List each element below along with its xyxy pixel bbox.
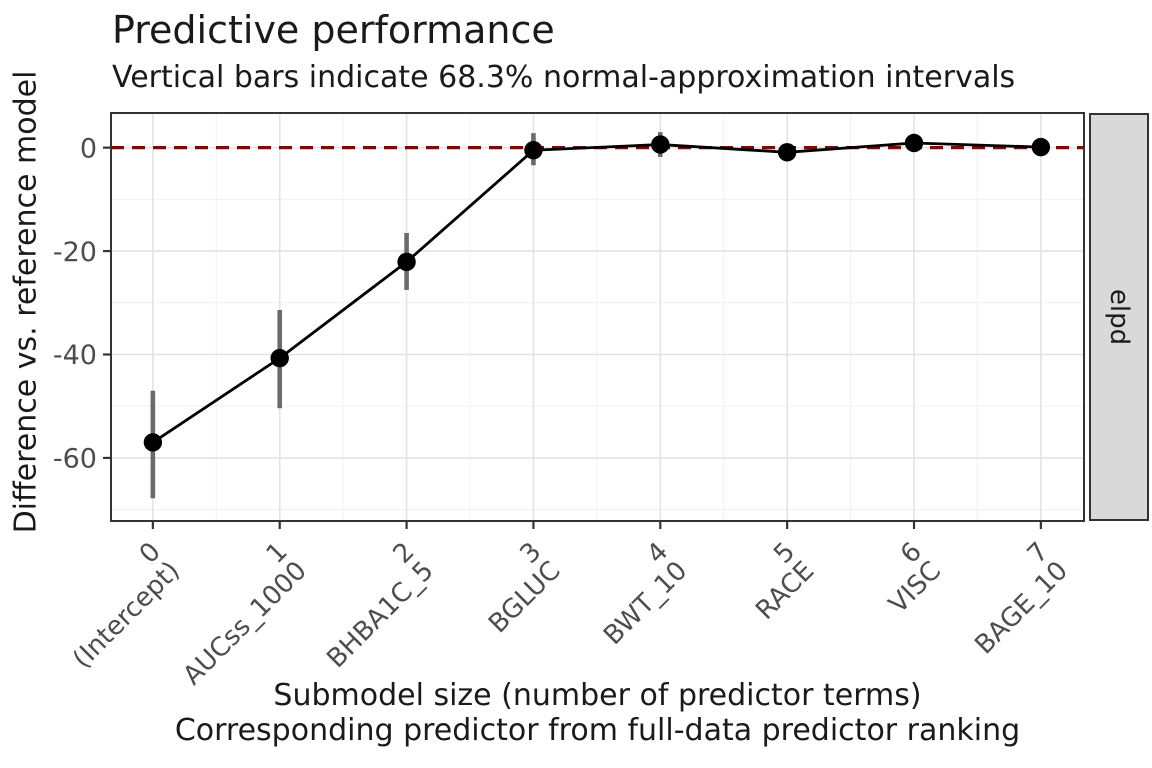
data-point	[524, 141, 543, 160]
x-axis-title: Submodel size (number of predictor terms…	[111, 678, 1084, 748]
data-point	[651, 135, 670, 154]
x-tick-label: 7BAGE_10	[950, 537, 1074, 661]
x-tick-label: 4BWT_10	[579, 537, 693, 651]
y-tick-label: -60	[53, 444, 97, 475]
x-tick-predictor: AUCss_1000	[178, 556, 313, 691]
data-point	[270, 348, 289, 368]
y-tick-label: 0	[80, 133, 97, 164]
chart-subtitle: Vertical bars indicate 68.3% normal-appr…	[112, 60, 1016, 95]
chart-title: Predictive performance	[112, 8, 555, 52]
x-tick-predictor: BHBA1C_5	[321, 556, 439, 674]
data-points	[143, 133, 1051, 452]
x-tick-predictor: BAGE_10	[969, 556, 1074, 661]
x-tick-labels: 0(Intercept)1AUCss_10002BHBA1C_53BGLUC4B…	[48, 537, 1074, 691]
x-tick-predictor: BWT_10	[598, 556, 693, 651]
data-point	[777, 143, 797, 162]
axis-ticks	[103, 146, 1042, 529]
grid-major	[111, 113, 1084, 521]
y-tick-label: -40	[53, 340, 97, 371]
x-tick-predictor: VISC	[883, 556, 947, 620]
y-tick-labels: 0 -20 -40 -60	[53, 133, 97, 474]
grid-minor	[111, 113, 1084, 521]
x-tick-predictor: BGLUC	[483, 556, 566, 639]
x-tick-predictor: (Intercept)	[67, 556, 186, 675]
x-axis-title-line1: Submodel size (number of predictor terms…	[273, 678, 922, 713]
facet-strip: elpd	[1089, 113, 1149, 521]
data-point	[143, 433, 163, 452]
panel-border	[110, 112, 1085, 522]
x-tick-label: 3BGLUC	[464, 537, 566, 639]
elpd-line	[152, 141, 1041, 444]
data-point	[1031, 137, 1051, 157]
data-point	[397, 252, 416, 272]
x-tick-label: 0(Intercept)	[48, 537, 186, 675]
x-tick-label: 5RACE	[731, 537, 820, 626]
facet-strip-label: elpd	[1104, 288, 1135, 346]
x-tick-label: 2BHBA1C_5	[302, 537, 439, 674]
x-axis-title-line2: Corresponding predictor from full-data p…	[174, 713, 1021, 748]
x-tick-label: 1AUCss_1000	[158, 537, 312, 691]
y-tick-label: -20	[53, 237, 97, 268]
x-tick-label: 6VISC	[864, 537, 947, 620]
data-point	[904, 133, 924, 153]
